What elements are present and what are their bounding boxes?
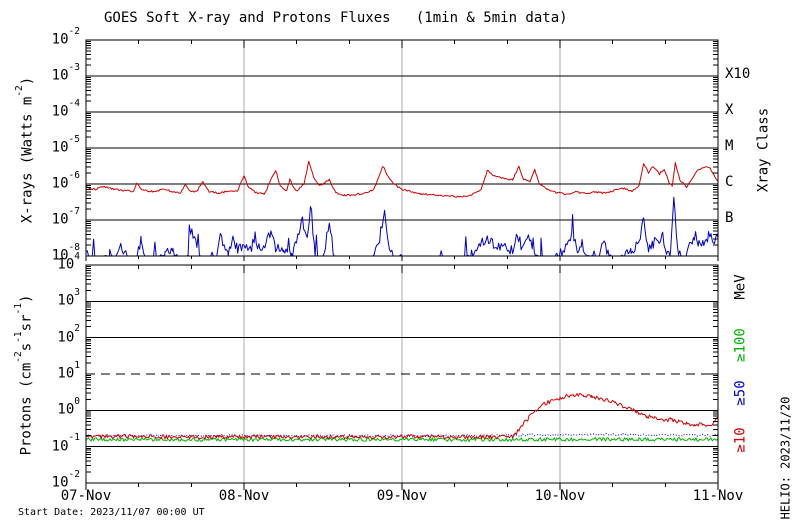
class-label-x: X [725,102,734,118]
x-tick-label: 10-Nov [534,488,586,504]
start-date-label: Start Date: 2023/11/07 00:00 UT [18,507,205,518]
proton-threshold-label: ≥50 [732,380,749,406]
y-tick-label: 100 [57,396,80,418]
y-tick-label: 10-2 [51,468,80,491]
x-tick-label: 07-Nov [60,488,112,504]
y-tick-label: 102 [57,323,80,346]
xray-class-axis-label: Xray Class [755,107,772,193]
trace-protons-ge10-red [85,393,719,440]
helio-watermark: HELIO: 2023/11/20 [778,396,793,520]
y-tick-label: 10-7 [51,205,80,228]
class-label-c: C [725,174,734,190]
proton-threshold-label: MeV [732,274,749,300]
x-tick-label: 09-Nov [376,488,428,504]
proton-threshold-label: ≥100 [732,328,749,362]
y-tick-label: 10-2 [51,25,80,48]
y-tick-label: 10-8 [51,241,80,264]
class-label-m: M [725,138,734,154]
panel-border [85,264,719,484]
class-label-x10: X10 [725,66,751,82]
x-tick-label: 08-Nov [218,488,270,504]
class-label-b: B [725,210,734,226]
trace-protons-ge100-green [85,437,718,442]
y-tick-label: 104 [57,250,80,273]
y-tick-label: 101 [57,359,80,382]
proton-threshold-label: ≥10 [732,427,749,453]
y-tick-label: 10-4 [51,97,80,120]
y-tick-label: 10-1 [51,432,80,455]
panel-border [85,39,719,257]
y-tick-label: 10-5 [51,133,80,156]
y-tick-label: 10-6 [51,169,80,192]
y-tick-label: 10-3 [51,61,80,84]
trace-xray-long-red [85,160,719,198]
x-tick-label: 11-Nov [692,488,744,504]
y-tick-label: 103 [57,287,80,309]
chart-title: GOES Soft X-ray and Protons Fluxes (1min… [104,10,568,26]
